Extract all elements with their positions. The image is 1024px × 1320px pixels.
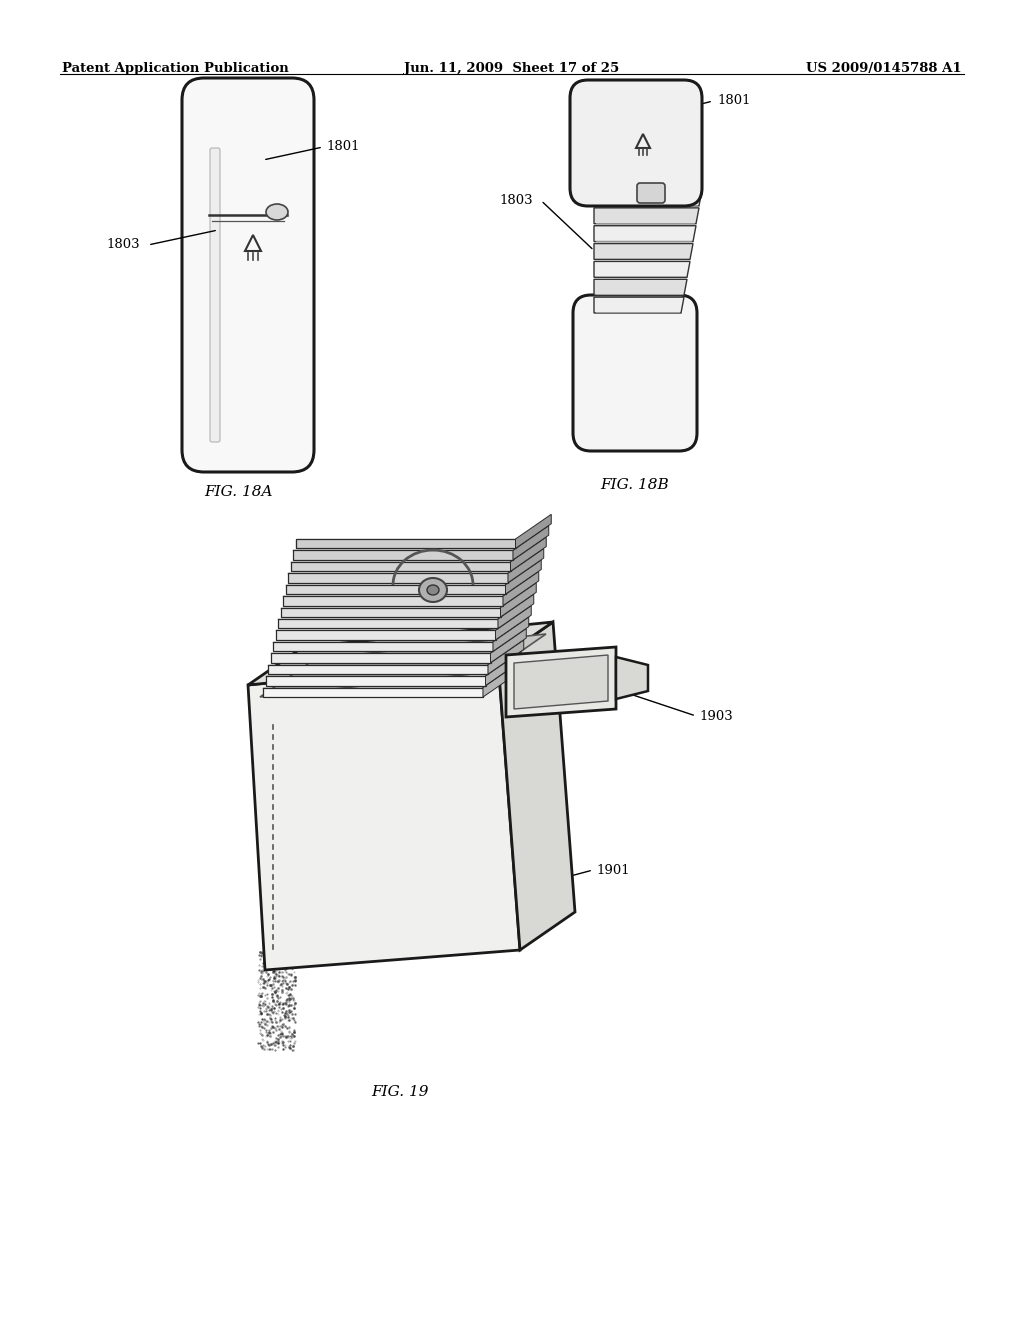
- Polygon shape: [296, 539, 515, 548]
- Text: Patent Application Publication: Patent Application Publication: [62, 62, 289, 75]
- Text: 1801: 1801: [326, 140, 359, 153]
- Polygon shape: [270, 653, 490, 663]
- Ellipse shape: [419, 578, 447, 602]
- Text: 1901: 1901: [596, 863, 630, 876]
- Polygon shape: [291, 562, 511, 572]
- Text: 1903: 1903: [699, 710, 733, 722]
- Polygon shape: [275, 631, 496, 640]
- Polygon shape: [281, 607, 501, 616]
- Polygon shape: [273, 642, 493, 651]
- Polygon shape: [485, 652, 521, 685]
- Text: FIG. 18B: FIG. 18B: [601, 478, 670, 492]
- Polygon shape: [506, 560, 542, 594]
- Text: 1801: 1801: [717, 95, 751, 107]
- Polygon shape: [268, 665, 488, 675]
- Polygon shape: [501, 583, 537, 616]
- Polygon shape: [263, 688, 483, 697]
- Polygon shape: [248, 660, 520, 970]
- Polygon shape: [490, 628, 526, 663]
- Polygon shape: [594, 207, 699, 223]
- Ellipse shape: [266, 205, 288, 220]
- Polygon shape: [594, 244, 693, 260]
- Text: FIG. 18A: FIG. 18A: [204, 484, 272, 499]
- Polygon shape: [265, 676, 485, 685]
- Polygon shape: [511, 537, 546, 572]
- Polygon shape: [515, 515, 551, 548]
- Polygon shape: [594, 297, 684, 313]
- Polygon shape: [594, 261, 690, 277]
- FancyBboxPatch shape: [637, 183, 665, 203]
- Polygon shape: [498, 594, 534, 628]
- Ellipse shape: [427, 585, 439, 595]
- Polygon shape: [283, 597, 503, 606]
- FancyBboxPatch shape: [210, 148, 220, 442]
- Polygon shape: [248, 622, 553, 685]
- Polygon shape: [594, 280, 687, 296]
- Polygon shape: [260, 634, 546, 697]
- FancyBboxPatch shape: [573, 294, 697, 451]
- Polygon shape: [514, 655, 608, 709]
- Polygon shape: [288, 573, 508, 582]
- Polygon shape: [498, 622, 575, 950]
- Polygon shape: [278, 619, 498, 628]
- FancyBboxPatch shape: [570, 81, 702, 206]
- Polygon shape: [493, 618, 528, 651]
- Polygon shape: [286, 585, 506, 594]
- Text: 1803: 1803: [106, 239, 140, 252]
- Polygon shape: [503, 572, 539, 606]
- Polygon shape: [594, 226, 696, 242]
- Text: Jun. 11, 2009  Sheet 17 of 25: Jun. 11, 2009 Sheet 17 of 25: [404, 62, 620, 75]
- Text: FIG. 19: FIG. 19: [372, 1085, 429, 1100]
- Polygon shape: [508, 549, 544, 582]
- Text: US 2009/0145788 A1: US 2009/0145788 A1: [806, 62, 962, 75]
- Polygon shape: [616, 657, 648, 700]
- Polygon shape: [296, 539, 515, 548]
- Polygon shape: [506, 647, 616, 717]
- Polygon shape: [513, 525, 549, 560]
- Polygon shape: [293, 550, 513, 560]
- Polygon shape: [488, 640, 523, 675]
- Polygon shape: [496, 606, 531, 640]
- Polygon shape: [483, 663, 519, 697]
- Polygon shape: [594, 190, 702, 206]
- FancyBboxPatch shape: [182, 78, 314, 473]
- Text: 1803: 1803: [500, 194, 534, 207]
